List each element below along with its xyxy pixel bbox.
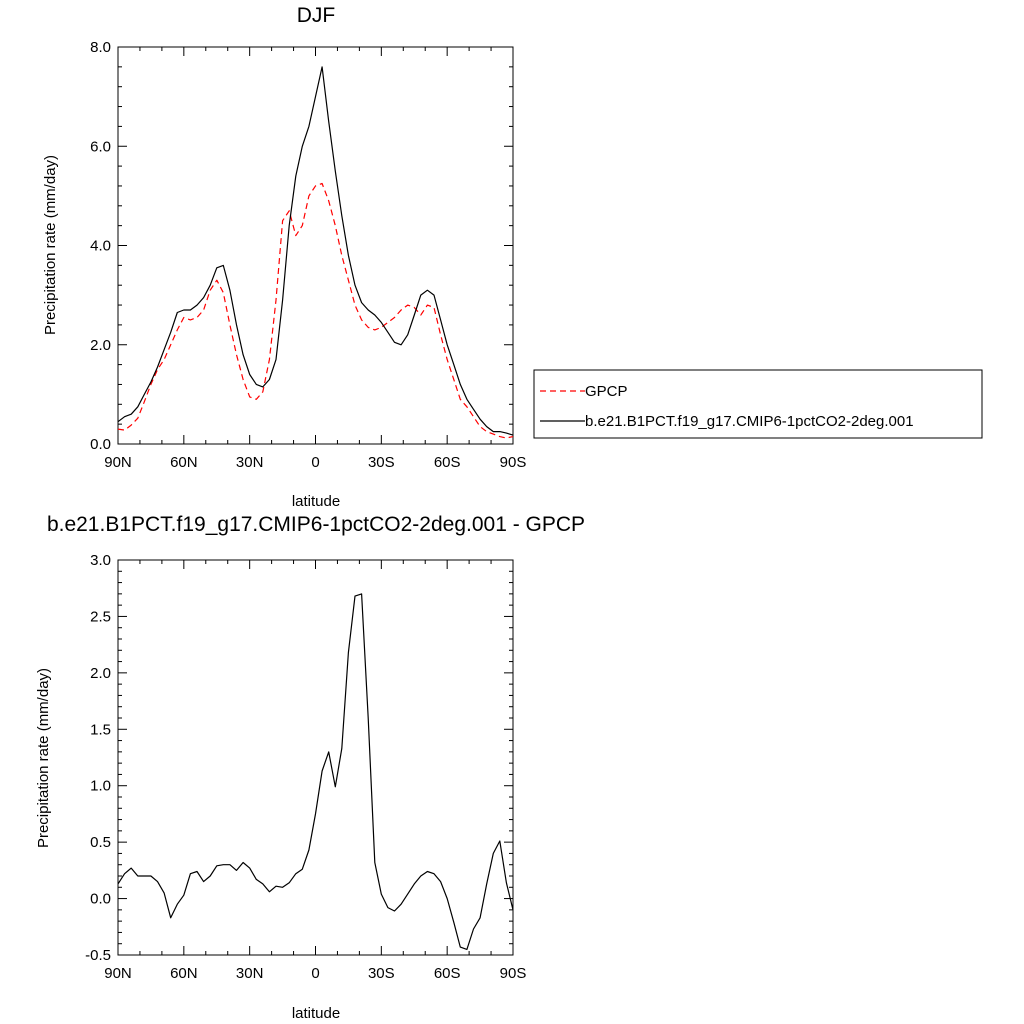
top-axes: 0.0 2.0 4.0 6.0 8.0 90N 60N 30N 0 30S 60S 90S — [90, 39, 526, 471]
x-tick-label: 30S — [368, 454, 395, 471]
plot-frame — [117, 559, 514, 956]
y-tick-label: 4.0 — [90, 238, 111, 255]
top-series — [117, 66, 514, 439]
y-tick-label: 2.5 — [90, 608, 111, 625]
y-tick-label: 8.0 — [90, 39, 111, 56]
bottom-panel: b.e21.B1PCT.f19_g17.CMIP6-1pctCO2-2deg.0… — [35, 513, 585, 1022]
y-tick-label: 2.0 — [90, 337, 111, 354]
y-tick-label: -0.5 — [85, 947, 111, 964]
y-tick-label: 2.0 — [90, 665, 111, 682]
series-line-0 — [117, 593, 514, 951]
top-panel: DJF 0.0 2.0 4.0 6.0 8.0 90N 60N 30N 0 30S 60S 90S P… — [42, 4, 526, 510]
series-line-0 — [117, 182, 514, 439]
legend-box — [533, 369, 983, 439]
top-chart-title: DJF — [297, 4, 336, 27]
bottom-series — [117, 593, 514, 951]
x-tick-label: 30N — [236, 965, 264, 982]
x-tick-label: 90S — [500, 965, 527, 982]
x-tick-label: 30N — [236, 454, 264, 471]
y-tick-label: 3.0 — [90, 552, 111, 569]
bottom-y-axis-label: Precipitation rate (mm/day) — [35, 668, 52, 848]
series-line-1 — [117, 66, 514, 436]
y-tick-label: 6.0 — [90, 138, 111, 155]
legend-label-model: b.e21.B1PCT.f19_g17.CMIP6-1pctCO2-2deg.0… — [585, 413, 914, 430]
bottom-chart-title: b.e21.B1PCT.f19_g17.CMIP6-1pctCO2-2deg.0… — [47, 513, 585, 536]
x-tick-label: 0 — [311, 965, 319, 982]
top-y-axis-label: Precipitation rate (mm/day) — [42, 155, 59, 335]
top-x-axis-label: latitude — [292, 493, 340, 510]
legend: GPCP b.e21.B1PCT.f19_g17.CMIP6-1pctCO2-2… — [533, 369, 983, 439]
plot-frame — [117, 46, 514, 445]
y-tick-label: 0.0 — [90, 891, 111, 908]
x-tick-label: 60N — [170, 454, 198, 471]
bottom-x-axis-label: latitude — [292, 1005, 340, 1022]
y-tick-label: 1.5 — [90, 721, 111, 738]
x-tick-label: 60S — [434, 965, 461, 982]
y-tick-label: 0.5 — [90, 834, 111, 851]
x-tick-label: 90N — [104, 965, 132, 982]
y-tick-label: 0.0 — [90, 436, 111, 453]
x-tick-label: 60S — [434, 454, 461, 471]
x-tick-label: 90S — [500, 454, 527, 471]
y-tick-label: 1.0 — [90, 778, 111, 795]
bottom-axes: -0.5 0.0 0.5 1.0 1.5 2.0 2.5 3.0 90N 60N 30N 0 30S 60… — [85, 552, 526, 982]
x-tick-label: 90N — [104, 454, 132, 471]
x-tick-label: 0 — [311, 454, 319, 471]
x-tick-label: 30S — [368, 965, 395, 982]
legend-label-gpcp: GPCP — [585, 383, 628, 400]
x-tick-label: 60N — [170, 965, 198, 982]
